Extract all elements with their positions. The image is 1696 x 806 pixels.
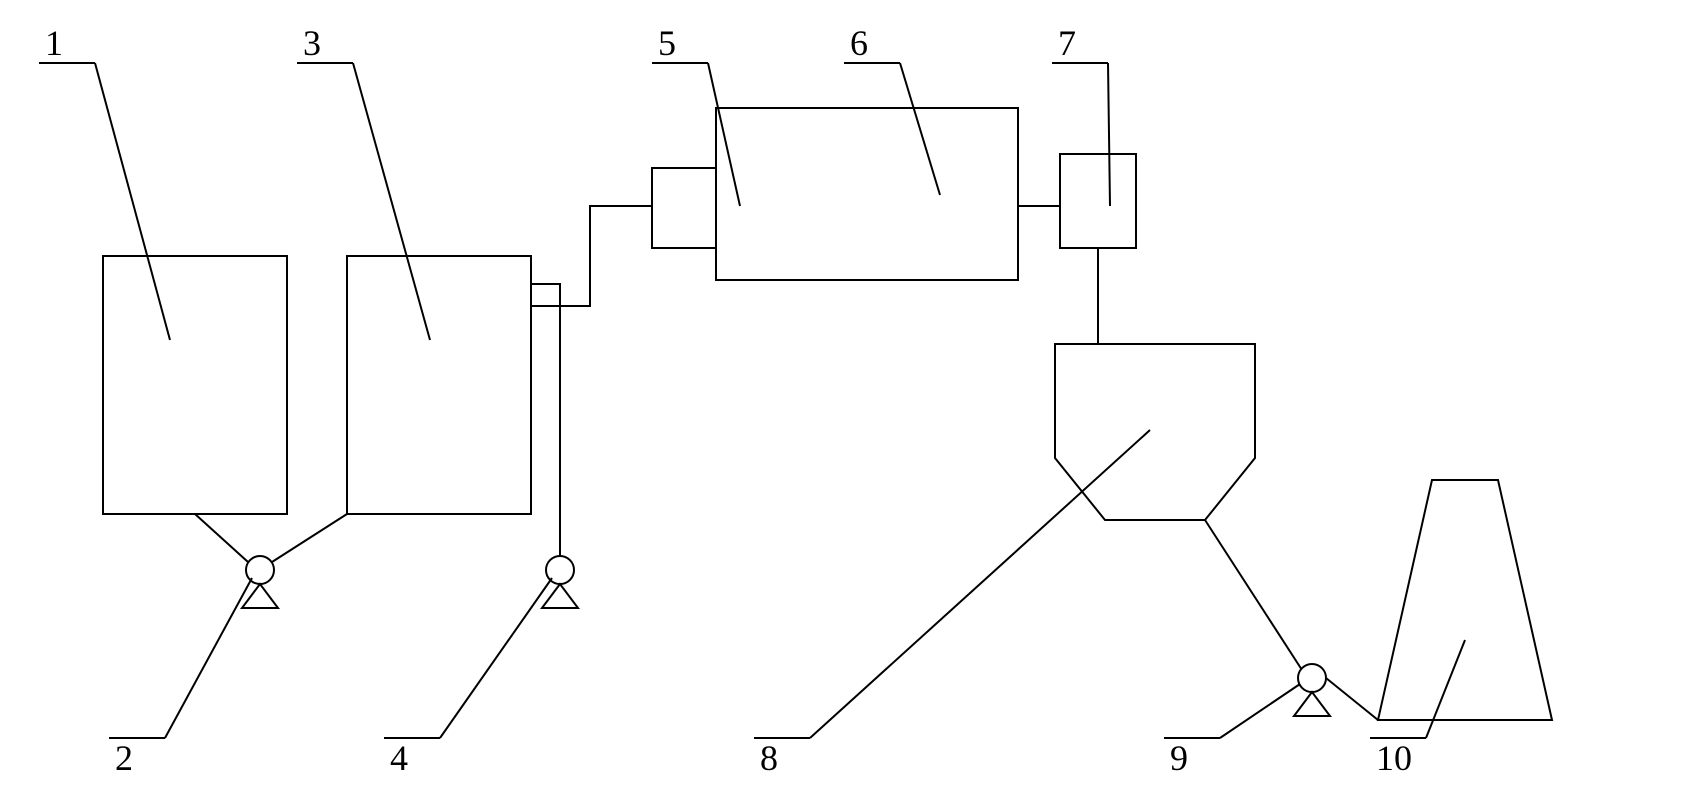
flow-line [195, 514, 248, 562]
label-number: 9 [1170, 738, 1188, 778]
hopper [1055, 344, 1255, 520]
label-number: 4 [390, 738, 408, 778]
label-9: 9 [1164, 684, 1300, 778]
label-number: 6 [850, 23, 868, 63]
diagram-canvas: 1 2 3 4 5 6 7 8 9 10 [0, 0, 1696, 806]
flow-line [1205, 520, 1302, 670]
label-number: 10 [1376, 738, 1412, 778]
stack [1378, 480, 1552, 720]
label-number: 2 [115, 738, 133, 778]
box-b6 [716, 108, 1018, 280]
flow-line [531, 284, 560, 556]
label-number: 3 [303, 23, 321, 63]
flow-line [1326, 678, 1378, 720]
equipment-boxes [103, 108, 1552, 720]
pump-p9 [1294, 664, 1330, 716]
pump-p2 [242, 556, 278, 608]
label-number: 1 [45, 23, 63, 63]
flow-line [531, 206, 652, 306]
box-b7 [1060, 154, 1136, 248]
label-number: 5 [658, 23, 676, 63]
label-2: 2 [109, 578, 252, 778]
label-4: 4 [384, 578, 552, 778]
label-number: 8 [760, 738, 778, 778]
flow-line [272, 514, 347, 562]
box-b1 [103, 256, 287, 514]
box-b3 [347, 256, 531, 514]
label-number: 7 [1058, 23, 1076, 63]
pumps [242, 556, 1330, 716]
pump-p4 [542, 556, 578, 608]
